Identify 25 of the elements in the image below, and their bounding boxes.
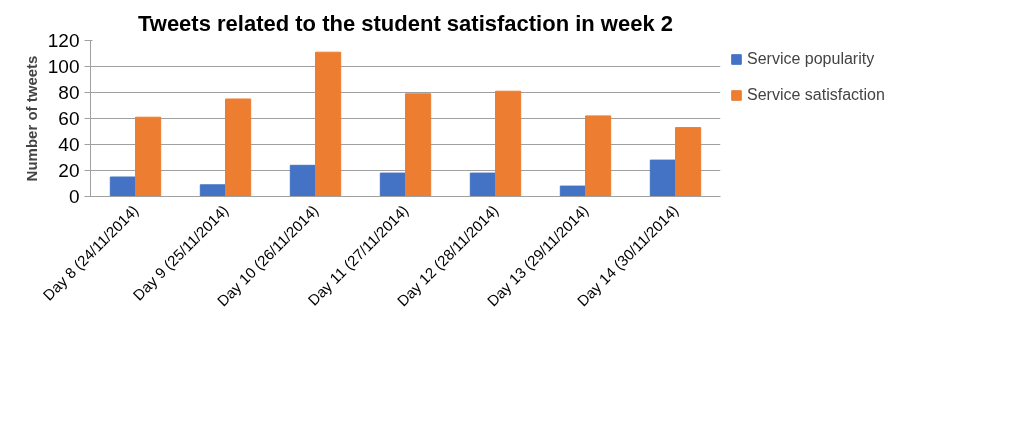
chart-title: Tweets related to the student satisfaction in week 2 (137, 10, 674, 36)
y-tick-label: 60 (58, 108, 80, 129)
bar (109, 176, 136, 197)
bar (315, 51, 342, 197)
y-tick-label: 40 (58, 134, 80, 155)
bar (135, 116, 162, 197)
bar (199, 184, 226, 197)
bar (649, 159, 676, 197)
bar (469, 172, 496, 197)
y-tick-label: 20 (58, 160, 80, 181)
bar (379, 172, 406, 197)
y-tick-label: 80 (58, 82, 80, 103)
y-axis-title: Number of tweets (22, 55, 40, 182)
bar (495, 90, 522, 197)
legend-label: Service popularity (747, 50, 875, 68)
bar (405, 93, 432, 197)
y-tick-label: 0 (68, 186, 80, 207)
bar (559, 185, 586, 197)
legend-label: Service satisfaction (747, 86, 885, 104)
bar (225, 98, 252, 197)
bar (585, 115, 612, 197)
bar (675, 127, 702, 197)
y-tick-label: 100 (47, 56, 80, 77)
y-tick-label: 120 (47, 30, 80, 51)
bar (289, 164, 316, 197)
